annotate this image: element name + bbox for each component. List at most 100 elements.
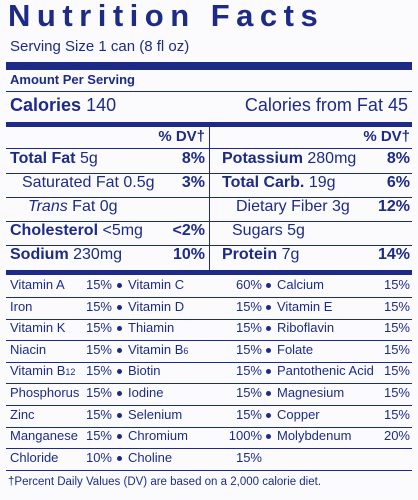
nutrient-amount: 5g [79,150,98,167]
rule [6,340,412,342]
vitamin-name-text: Vitamin K [10,320,66,336]
rule [6,91,412,92]
vitamin-name: Riboflavin [277,320,334,335]
nutrient-row: Protein 7g [222,246,299,264]
vitamin-pct: 15% [85,363,112,379]
bullet [117,455,122,461]
calories-fat-value: 45 [387,95,408,115]
nutrient-name: Sodium [10,246,69,263]
vitamin-pct: 15% [235,385,262,400]
vitamin-name-text: Vitamin A [10,277,65,292]
vitamin-pct: 15% [235,320,262,336]
vitamin-name: Biotin [128,363,161,378]
vitamin-name-text: Molybdenum [277,428,352,444]
rule [210,245,412,246]
vitamin-name-text: Magnesium [277,385,345,400]
nutrient-amount: 7g [281,246,300,263]
vitamin-name-text: Vitamin E [277,298,333,314]
vitamin-pct: 15% [383,406,410,422]
vitamin-name: Zinc [10,407,35,422]
vitamin-name: Iodine [128,385,163,400]
nutrient-name: Sugars [232,222,283,239]
vitamin-name-text: Vitamin C [128,277,185,292]
nutrient-row: Total Fat 5g [10,150,98,168]
nutrient-dv: 8% [386,150,410,167]
vitamin-pct: 15% [235,363,262,379]
vitamin-pct: 15% [85,341,112,357]
vitamin-pct: 15% [383,298,410,314]
nutrient-name-italic: Trans [28,198,68,215]
bullet [266,412,271,418]
vitamin-name: Thiamin [128,320,174,335]
nutrient-name: Fat [72,198,96,215]
rule [6,426,412,428]
calories-row: Calories 140 [10,95,116,116]
bullet [117,304,122,310]
bullet [266,391,271,396]
vitamin-name-text: Vitamin D [128,298,185,314]
nutrient-name: Dietary Fiber [236,198,328,215]
vitamin-name-sub: 6 [183,345,189,356]
nutrient-row: Trans Fat 0g [28,198,118,216]
vitamin-name: Vitamin C [128,277,184,292]
nutrient-amount: 280mg [307,150,357,167]
rule [210,197,412,198]
vitamin-name-text: Niacin [10,341,47,357]
nutrient-amount: 5g [287,222,305,239]
vitamin-name-text: Riboflavin [277,320,335,336]
rule [6,122,412,127]
vitamin-pct: 15% [235,298,262,314]
vitamin-name: Folate [277,342,313,357]
vitamin-name-text: Pantothenic Acid [277,363,374,379]
vitamin-name: Molybdenum [277,428,351,443]
amount-per-serving: Amount Per Serving [10,72,135,87]
nutrient-amount: 3g [332,198,350,215]
calories-label: Calories [10,95,82,115]
vitamin-name-text: Phosphorus [10,385,80,400]
vitamin-name-text: Calcium [277,277,324,292]
vitamin-name: Phosphorus [10,385,79,400]
nutrient-name: Total Carb. [222,174,305,191]
bullet [117,283,122,288]
vitamin-pct: 15% [235,341,262,357]
bullet [117,347,122,353]
vitamin-name-text: Iron [10,298,33,314]
rule [6,173,209,174]
vitamin-name: Copper [277,407,320,422]
nutrient-row: Saturated Fat 0.5g [22,174,155,192]
rule [6,361,412,363]
bullet [117,369,122,375]
vitamin-name-text: Manganese [10,428,78,444]
vitamin-pct: 15% [85,298,112,314]
vitamin-pct: 15% [85,385,112,400]
nutrient-name: Cholesterol [10,222,99,239]
vitamin-name: Chloride [10,450,58,465]
vitamin-name: Choline [128,450,172,465]
vitamin-name-text: Iodine [128,385,164,400]
divider [209,127,210,270]
bullet [117,434,122,440]
rule [6,318,412,320]
vitamin-pct: 15% [85,406,112,422]
nutrient-row: Sugars 5g [232,222,305,240]
calories-fat-label: Calories from Fat [244,95,383,115]
nutrient-name: Total Fat [10,150,76,167]
vitamin-name-text: Copper [277,406,320,422]
nutrient-row: Dietary Fiber 3g [236,198,350,216]
vitamin-name-text: Selenium [128,406,183,422]
rule [210,221,412,222]
vitamin-name: Vitamin B6 [128,342,188,357]
dv-header: % DV† [158,128,205,145]
vitamin-pct: 10% [85,449,112,465]
vitamin-name: Vitamin B12 [10,363,75,378]
nutrient-amount: 0.5g [123,174,155,191]
rule [6,383,412,385]
vitamin-name-sub: 12 [65,367,76,378]
vitamin-name-text: Folate [277,341,314,357]
vitamin-pct: 15% [383,341,410,357]
footnote: †Percent Daily Values (DV) are based on … [8,476,322,488]
bullet [117,412,122,418]
vitamin-pct: 100% [228,428,262,444]
vitamin-name: Vitamin D [128,299,184,314]
nutrient-row: Sodium 230mg [10,246,122,264]
